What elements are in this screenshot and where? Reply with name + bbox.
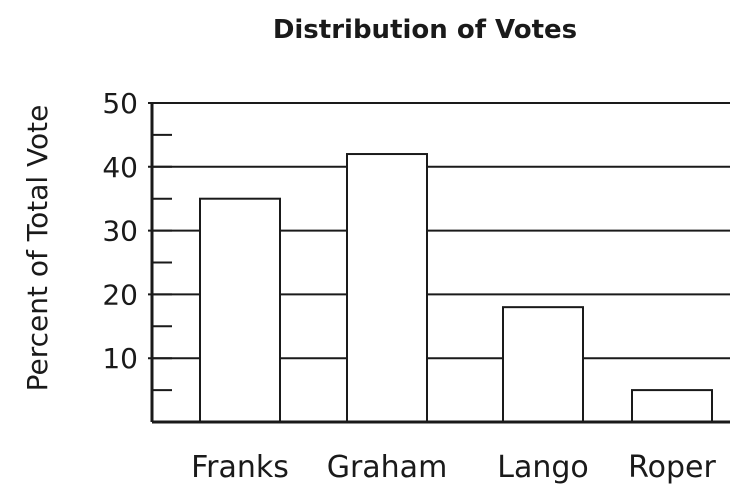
y-tick-label: 20 <box>102 278 138 311</box>
y-tick-label: 10 <box>102 342 138 375</box>
y-tick-label: 40 <box>102 151 138 184</box>
x-tick-label-franks: Franks <box>191 450 289 485</box>
y-tick-label: 50 <box>102 87 138 120</box>
plot-area: 10 20 30 40 50 Franks Graham Lango Roper <box>102 87 730 485</box>
bar-graham <box>346 153 428 423</box>
x-tick-label-graham: Graham <box>327 450 448 485</box>
bar-roper <box>631 389 713 424</box>
chart-title: Distribution of Votes <box>273 15 577 45</box>
bar-franks <box>199 197 281 423</box>
bar-lango <box>502 306 584 423</box>
y-tick-label: 30 <box>102 215 138 248</box>
y-axis-label: Percent of Total Vote <box>21 105 54 392</box>
x-tick-label-roper: Roper <box>628 450 716 485</box>
x-tick-label-lango: Lango <box>497 450 589 485</box>
